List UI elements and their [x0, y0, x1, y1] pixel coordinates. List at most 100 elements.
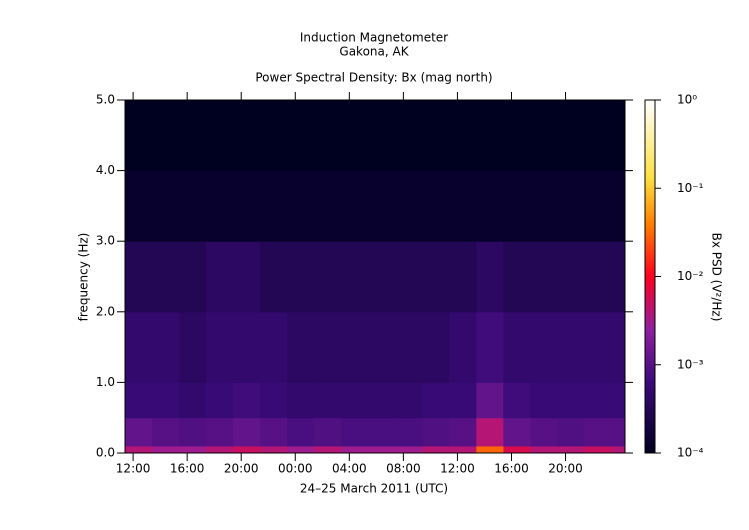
cell: [557, 170, 585, 242]
cell: [530, 100, 558, 172]
cell: [341, 100, 369, 172]
cell: [260, 241, 288, 313]
y-tick-label: 4.0: [96, 163, 115, 177]
cell: [179, 100, 207, 172]
colorbar: [644, 99, 656, 454]
cell: [422, 445, 450, 454]
y-axis-label: frequency (Hz): [77, 233, 91, 322]
y-tick-label: 5.0: [96, 93, 115, 107]
cell: [206, 417, 234, 447]
plot-title: Power Spectral Density: Bx (mag north): [255, 71, 492, 85]
cell: [287, 445, 315, 454]
cell: [395, 170, 423, 242]
cell: [368, 170, 396, 242]
x-axis-label: 24–25 March 2011 (UTC): [300, 482, 448, 496]
cell: [584, 445, 612, 454]
cell: [503, 170, 531, 242]
cell: [611, 417, 626, 447]
cell: [557, 311, 585, 383]
cell: [422, 311, 450, 383]
colorbar-label: Bx PSD (V²/Hz): [710, 233, 724, 322]
cell: [557, 382, 585, 419]
cell: [206, 382, 234, 419]
cell: [260, 417, 288, 447]
chart-subtitle: Gakona, AK: [339, 45, 409, 59]
cell: [395, 445, 423, 454]
cell: [503, 382, 531, 419]
cell: [557, 241, 585, 313]
cell: [314, 241, 342, 313]
cell: [206, 170, 234, 242]
colorbar-tick-label: 10⁰: [677, 93, 697, 107]
cell: [584, 417, 612, 447]
cell: [530, 241, 558, 313]
cell: [125, 311, 153, 383]
cell: [395, 241, 423, 313]
cell: [179, 382, 207, 419]
cell: [179, 170, 207, 242]
cell: [206, 100, 234, 172]
cell: [449, 445, 477, 454]
cell: [584, 241, 612, 313]
cell: [233, 170, 261, 242]
cell: [557, 417, 585, 447]
cell: [179, 445, 207, 454]
plot-frame: [124, 99, 626, 454]
cell: [584, 382, 612, 419]
cell: [395, 382, 423, 419]
cell: [530, 445, 558, 454]
cell: [341, 445, 369, 454]
x-tick-label: 20:00: [548, 462, 583, 476]
cell: [341, 241, 369, 313]
cell: [557, 445, 585, 454]
cell: [449, 100, 477, 172]
cell: [476, 417, 504, 447]
cell: [233, 445, 261, 454]
cell: [206, 445, 234, 454]
cell: [422, 170, 450, 242]
cell: [314, 100, 342, 172]
x-tick-label: 16:00: [494, 462, 529, 476]
cell: [152, 311, 180, 383]
cell: [368, 382, 396, 419]
chart-title: Induction Magnetometer: [300, 31, 448, 45]
cell: [152, 170, 180, 242]
cell: [422, 100, 450, 172]
cell: [368, 311, 396, 383]
cell: [584, 170, 612, 242]
cell: [368, 417, 396, 447]
cell: [476, 241, 504, 313]
cell: [206, 241, 234, 313]
cell: [341, 382, 369, 419]
cell: [611, 241, 626, 313]
cell: [287, 241, 315, 313]
x-tick-label: 12:00: [440, 462, 475, 476]
y-tick-label: 2.0: [96, 304, 115, 318]
cell: [341, 417, 369, 447]
cell: [179, 311, 207, 383]
cell: [287, 170, 315, 242]
cell: [233, 417, 261, 447]
colorbar-tick-label: 10⁻²: [677, 269, 704, 283]
cell: [476, 170, 504, 242]
cell: [152, 417, 180, 447]
cell: [152, 100, 180, 172]
cell: [476, 311, 504, 383]
cell: [476, 100, 504, 172]
cell: [314, 382, 342, 419]
cell: [476, 445, 504, 454]
cell: [341, 170, 369, 242]
cell: [449, 382, 477, 419]
colorbar-tick-label: 10⁻⁴: [677, 446, 704, 460]
cell: [287, 382, 315, 419]
y-tick-label: 0.0: [96, 446, 115, 460]
y-tick-label: 3.0: [96, 234, 115, 248]
heatmap-cells: [125, 100, 626, 454]
cell: [530, 170, 558, 242]
cell: [206, 311, 234, 383]
cell: [125, 170, 153, 242]
cell: [152, 445, 180, 454]
cell: [530, 382, 558, 419]
cell: [368, 241, 396, 313]
